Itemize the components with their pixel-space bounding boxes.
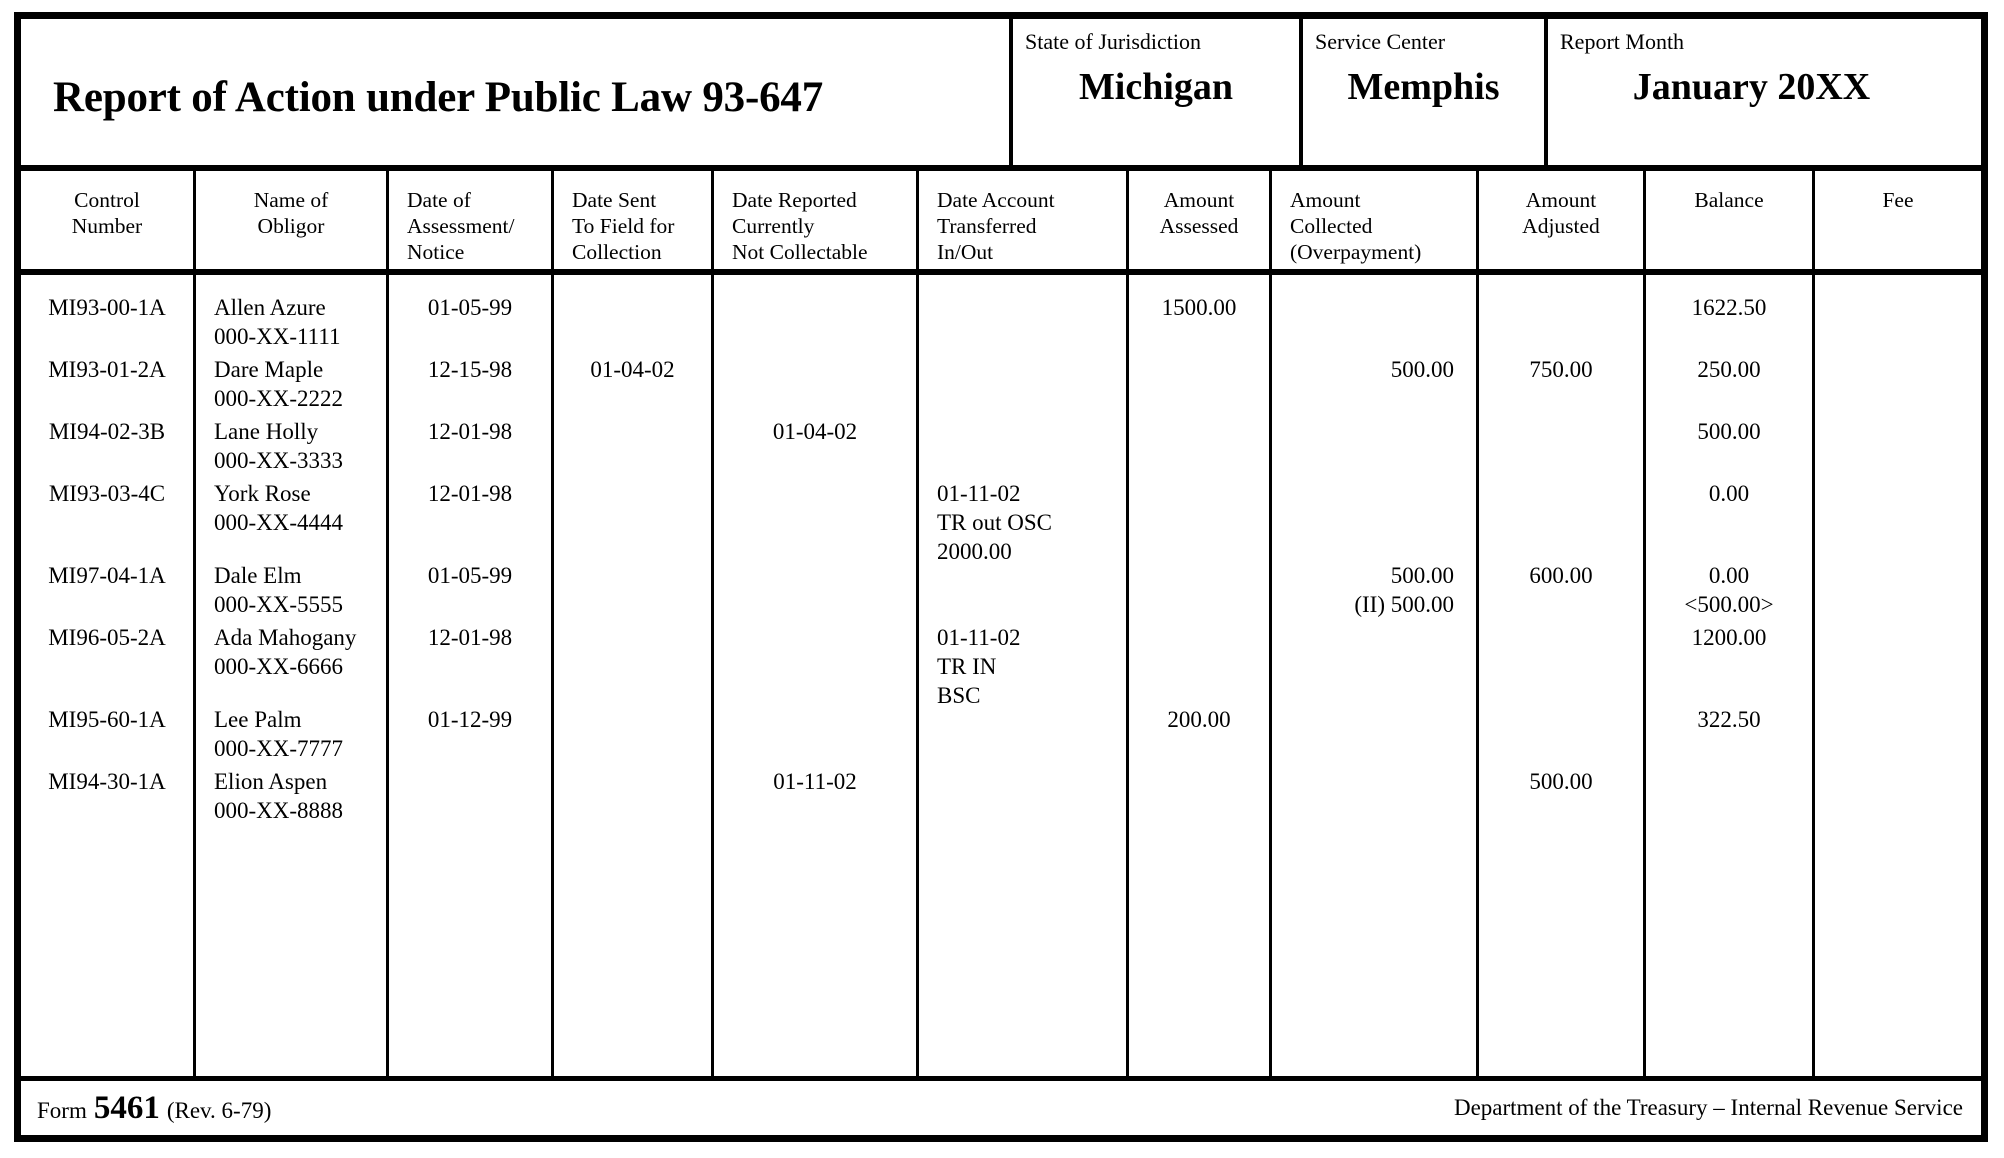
- column-date-reported-not-collectable: 01-04-02 01-11-02: [711, 275, 916, 1076]
- column-amount-adjusted: 750.00 600.00 500.00: [1476, 275, 1643, 1076]
- column-header-amount-assessed: Amount Assessed: [1126, 171, 1269, 269]
- table-cell: MI94-02-3B: [48, 419, 166, 444]
- state-of-jurisdiction-field: State of Jurisdiction Michigan: [1009, 19, 1299, 165]
- column-date-sent-to-field: 01-04-02: [551, 275, 711, 1076]
- form-footer: Form 5461 (Rev. 6-79) Department of the …: [21, 1081, 1981, 1135]
- table-cell: 01-12-99: [427, 707, 513, 732]
- table-cell: 1500.00: [1161, 295, 1237, 320]
- column-header-fee: Fee: [1812, 171, 1981, 269]
- table-cell: 01-04-02: [772, 419, 858, 444]
- table-cell: Lee Palm 000-XX-7777: [214, 707, 344, 761]
- table-cell: 750.00: [1529, 357, 1593, 382]
- table-cell: 200.00: [1167, 707, 1231, 732]
- table-cell: MI93-01-2A: [48, 357, 166, 382]
- table-cell: 01-11-02: [773, 769, 857, 794]
- table-cell: 12-01-98: [427, 625, 513, 650]
- table-cell: 500.00: [1697, 419, 1761, 444]
- table-cell: 12-01-98: [427, 419, 513, 444]
- table-cell: 12-15-98: [427, 357, 513, 382]
- table-cell: MI93-00-1A: [48, 295, 166, 320]
- table-cell: 12-01-98: [427, 481, 513, 506]
- table-cell: 1622.50: [1691, 295, 1767, 320]
- table-cell: 500.00: [1390, 357, 1454, 382]
- service-center-value: Memphis: [1347, 66, 1500, 108]
- table-cell: MI96-05-2A: [48, 625, 166, 650]
- column-amount-collected: 500.00 500.00 (II) 500.00: [1269, 275, 1476, 1076]
- table-cell: 500.00 (II) 500.00: [1354, 563, 1454, 617]
- service-center-label: Service Center: [1315, 29, 1446, 54]
- table-cell: Elion Aspen 000-XX-8888: [214, 769, 344, 823]
- table-cell: 500.00: [1529, 769, 1593, 794]
- table-cell: 01-11-02 TR IN BSC: [937, 625, 1021, 708]
- report-month-label: Report Month: [1560, 29, 1685, 54]
- column-header-date-account-transferred: Date Account Transferred In/Out: [916, 171, 1126, 269]
- form-number: 5461: [93, 1089, 160, 1126]
- column-control-number: MI93-00-1A MI93-01-2A MI94-02-3B MI93-03-4C…: [21, 275, 193, 1076]
- table-cell: 01-04-02: [590, 357, 675, 382]
- table-cell: York Rose 000-XX-4444: [214, 481, 344, 535]
- column-fee: [1812, 275, 1981, 1076]
- form-title-cell: Report of Action under Public Law 93-647: [21, 19, 1009, 165]
- table-cell: MI94-30-1A: [48, 769, 166, 794]
- table-cell: Dare Maple 000-XX-2222: [214, 357, 344, 411]
- table-cell: MI97-04-1A: [48, 563, 166, 588]
- table-cell: MI95-60-1A: [48, 707, 166, 732]
- table-cell: 0.00 <500.00>: [1684, 563, 1774, 617]
- table-cell: 1200.00: [1691, 625, 1767, 650]
- report-month-value: January 20XX: [1632, 66, 1871, 108]
- table-cell: 600.00: [1529, 563, 1593, 588]
- column-amount-assessed: 1500.00 200.00: [1126, 275, 1269, 1076]
- table-cell: 01-05-99: [427, 563, 513, 588]
- table-cell: 322.50: [1697, 707, 1761, 732]
- column-name-of-obligor: Allen Azure 000-XX-1111 Dare Maple 000-XX…: [193, 275, 386, 1076]
- column-header-date-of-assessment: Date of Assessment/ Notice: [386, 171, 551, 269]
- state-of-jurisdiction-value: Michigan: [1078, 66, 1234, 108]
- column-header-control-number: Control Number: [71, 188, 143, 238]
- table-cell: Ada Mahogany 000-XX-6666: [214, 625, 357, 679]
- form-header-band: Report of Action under Public Law 93-647…: [21, 19, 1981, 171]
- table-cell: Allen Azure 000-XX-1111: [214, 295, 341, 349]
- column-header-amount-collected: Amount Collected (Overpayment): [1269, 171, 1476, 269]
- column-header-balance: Balance: [1643, 171, 1812, 269]
- column-date-of-assessment: 01-05-99 12-15-98 12-01-98 12-01-98 01-05-99…: [386, 275, 551, 1076]
- table-cell: 01-11-02 TR out OSC 2000.00: [937, 481, 1053, 564]
- state-of-jurisdiction-label: State of Jurisdiction: [1025, 29, 1201, 54]
- form-word: Form: [37, 1097, 87, 1123]
- form-revision: (Rev. 6-79): [166, 1097, 272, 1123]
- column-header-amount-adjusted: Amount Adjusted: [1476, 171, 1643, 269]
- page-title: Report of Action under Public Law 93-647: [53, 73, 823, 121]
- table-cell: 01-05-99: [427, 295, 513, 320]
- form-identifier: Form 5461 (Rev. 6-79): [37, 1090, 271, 1127]
- column-balance: 1622.50 250.00 500.00 0.00 0.00 <500.00> 1200…: [1643, 275, 1812, 1076]
- table-cell: Lane Holly 000-XX-3333: [214, 419, 344, 473]
- agency-name: Department of the Treasury – Internal Re…: [1453, 1095, 1963, 1120]
- table-cell: 250.00: [1697, 357, 1761, 382]
- table-cell: 0.00: [1708, 481, 1750, 506]
- column-header-date-reported-not-collectable: Date Reported Currently Not Collectable: [711, 171, 916, 269]
- table-column-headers: Control Number Name of Obligor Date of A…: [21, 171, 1981, 275]
- report-month-field: Report Month January 20XX: [1544, 19, 1981, 165]
- service-center-field: Service Center Memphis: [1299, 19, 1544, 165]
- table-cell: Dale Elm 000-XX-5555: [214, 563, 344, 617]
- column-date-account-transferred: 01-11-02 TR out OSC 2000.00 01-11-02 TR I…: [916, 275, 1126, 1076]
- table-cell: MI93-03-4C: [48, 481, 166, 506]
- column-header-date-sent-to-field: Date Sent To Field for Collection: [551, 171, 711, 269]
- table-body: MI93-00-1A MI93-01-2A MI94-02-3B MI93-03-4C…: [21, 275, 1981, 1081]
- irs-form-5461: Report of Action under Public Law 93-647…: [14, 12, 1988, 1142]
- column-header-name-of-obligor: Name of Obligor: [193, 171, 386, 269]
